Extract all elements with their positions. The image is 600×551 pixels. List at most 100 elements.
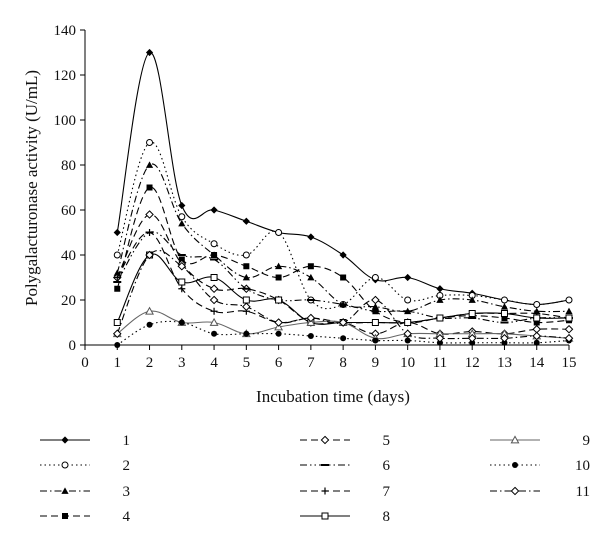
x-tick-label: 0: [81, 355, 89, 371]
data-point: [210, 307, 218, 315]
data-point: [275, 274, 282, 281]
legend-entry-9: 9: [490, 433, 590, 449]
legend-label: 2: [123, 458, 131, 474]
x-tick-label: 8: [339, 355, 347, 371]
legend-label: 4: [123, 509, 131, 525]
y-tick-label: 80: [61, 158, 76, 174]
data-point: [274, 318, 283, 327]
x-tick-label: 9: [372, 355, 380, 371]
legend-label: 8: [383, 509, 391, 525]
data-point: [565, 314, 573, 322]
data-point: [211, 252, 218, 258]
legend-marker: [61, 461, 69, 469]
x-tick-label: 12: [465, 355, 480, 371]
x-tick-label: 3: [178, 355, 186, 371]
data-point: [306, 313, 316, 323]
data-point: [146, 184, 153, 191]
data-point: [533, 301, 541, 308]
legend-label: 1: [123, 433, 131, 449]
data-point: [533, 339, 540, 346]
legend-entry-7: 7: [300, 484, 391, 500]
legend-marker: [512, 462, 518, 468]
data-point: [533, 319, 540, 326]
x-tick-label: 10: [400, 355, 415, 371]
data-point: [307, 333, 314, 339]
y-tick-label: 40: [61, 248, 76, 264]
x-tick-label: 4: [210, 355, 218, 371]
x-tick-label: 1: [114, 355, 122, 371]
data-point: [275, 296, 283, 304]
data-point: [242, 273, 250, 281]
data-point: [178, 278, 186, 286]
legend-label: 5: [383, 433, 391, 449]
data-point: [114, 342, 121, 348]
y-tick-label: 140: [54, 23, 77, 39]
data-point: [275, 229, 283, 236]
data-point: [146, 139, 154, 146]
data-point: [500, 296, 508, 304]
legend-entry-1: 1: [40, 433, 130, 449]
legend-marker: [61, 487, 69, 494]
legend-entry-11: 11: [490, 484, 590, 500]
data-point: [372, 337, 379, 344]
data-point: [338, 318, 348, 327]
legend-marker: [510, 435, 520, 444]
legend-label: 7: [383, 484, 391, 500]
data-point: [242, 251, 250, 259]
data-point: [146, 229, 154, 236]
series-line: [116, 163, 570, 313]
x-tick-label: 15: [562, 355, 577, 371]
x-tick-label: 14: [529, 355, 545, 371]
data-point: [371, 319, 379, 326]
legend-marker: [321, 512, 329, 520]
y-tick-label: 100: [54, 113, 77, 129]
data-point: [307, 233, 315, 241]
legend-entry-4: 4: [40, 509, 131, 525]
data-point: [371, 274, 379, 281]
data-point: [113, 251, 121, 259]
series-2: [113, 139, 573, 310]
data-point: [210, 274, 218, 281]
x-tick-label: 2: [146, 355, 154, 371]
data-point: [468, 296, 476, 303]
data-point: [500, 303, 509, 310]
x-tick-label: 13: [497, 355, 512, 371]
data-point: [501, 315, 508, 321]
data-point: [436, 314, 444, 322]
legend-label: 10: [575, 458, 590, 474]
data-point: [210, 240, 218, 248]
data-point: [145, 210, 154, 219]
data-point: [178, 219, 186, 227]
data-point: [112, 329, 122, 339]
data-point: [436, 339, 443, 346]
data-point: [113, 274, 121, 281]
data-point: [403, 329, 412, 339]
data-point: [469, 339, 476, 346]
legend-entry-5: 5: [300, 433, 390, 449]
data-point: [243, 330, 250, 337]
data-point: [209, 317, 219, 326]
data-point: [242, 217, 250, 225]
legend-label: 3: [123, 484, 131, 500]
data-point: [275, 262, 283, 270]
data-point: [145, 48, 154, 57]
data-point: [178, 213, 186, 221]
data-point: [404, 273, 412, 282]
data-point: [210, 206, 218, 214]
data-point: [146, 321, 153, 328]
data-point: [467, 333, 477, 343]
data-point: [371, 303, 379, 310]
data-point: [178, 285, 186, 293]
legend-entry-10: 10: [490, 458, 590, 474]
data-point: [436, 296, 444, 303]
data-point: [145, 306, 154, 315]
data-point: [565, 296, 573, 304]
data-point: [307, 263, 314, 270]
data-point: [533, 314, 541, 322]
data-point: [532, 331, 542, 341]
data-point: [242, 296, 250, 304]
legend-label: 6: [383, 458, 391, 474]
data-point: [500, 310, 508, 317]
